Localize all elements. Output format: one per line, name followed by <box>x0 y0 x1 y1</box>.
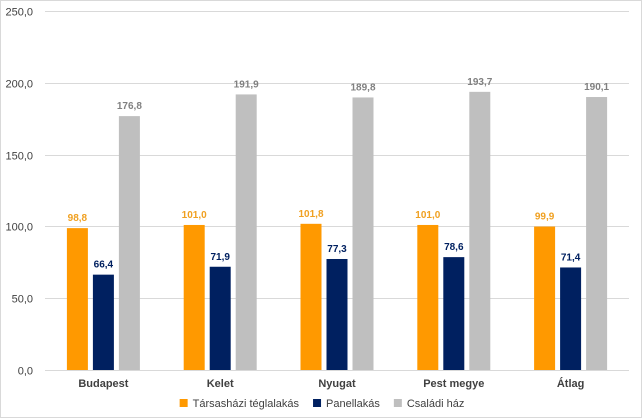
category-label: Nyugat <box>318 378 356 390</box>
data-label: 78,6 <box>444 242 464 253</box>
bars <box>66 91 608 370</box>
category-label: Kelet <box>207 378 234 390</box>
data-labels: 98,8 66,4 176,8 101,0 71,9 191,9 101,8 77,3 189,… <box>68 77 610 271</box>
x-axis-category-labels: Budapest Kelet Nyugat Pest megye Átlag <box>78 377 584 390</box>
bar <box>92 274 114 370</box>
y-tick-label: 200,0 <box>5 79 33 91</box>
data-label: 71,9 <box>210 252 230 263</box>
data-label: 101,0 <box>415 210 440 221</box>
bar <box>118 116 140 370</box>
data-label: 98,8 <box>68 213 88 224</box>
data-label: 66,4 <box>94 260 114 271</box>
y-tick-label: 50,0 <box>12 294 33 306</box>
y-tick-label: 100,0 <box>5 222 33 234</box>
bar <box>534 226 556 370</box>
data-label: 101,8 <box>298 209 323 220</box>
legend-item: Családi ház <box>393 398 464 410</box>
data-label: 99,9 <box>535 212 555 223</box>
data-label: 189,8 <box>350 82 375 93</box>
bar <box>352 97 374 370</box>
bar <box>300 223 322 370</box>
legend-item: Panellakás <box>313 398 380 410</box>
data-label: 193,7 <box>467 77 492 88</box>
legend-swatch <box>393 399 402 407</box>
legend-label: Társasházi téglalakás <box>193 398 300 410</box>
y-axis-tick-labels: 0,0 50,0 100,0 150,0 200,0 250,0 <box>5 7 33 378</box>
data-label: 191,9 <box>234 79 259 90</box>
bar <box>417 224 439 370</box>
legend-item: Társasházi téglalakás <box>179 398 300 410</box>
bar <box>443 257 465 370</box>
y-tick-label: 250,0 <box>5 7 33 19</box>
legend-swatch <box>179 399 188 407</box>
data-label: 71,4 <box>561 252 581 263</box>
category-label: Pest megye <box>423 378 484 390</box>
bar <box>326 258 348 370</box>
category-label: Átlag <box>557 377 585 390</box>
legend: Társasházi téglalakás Panellakás Családi h… <box>179 398 464 410</box>
y-tick-label: 150,0 <box>5 151 33 163</box>
legend-label: Panellakás <box>326 398 380 410</box>
data-label: 190,1 <box>584 82 609 93</box>
legend-label: Családi ház <box>407 398 464 410</box>
bar <box>209 266 231 370</box>
legend-swatch <box>313 399 322 407</box>
bar <box>66 228 88 370</box>
bar <box>586 97 608 370</box>
y-tick-label: 0,0 <box>18 366 33 378</box>
bar <box>183 224 205 370</box>
bar <box>235 94 257 370</box>
bar <box>560 267 582 370</box>
data-label: 77,3 <box>327 244 347 255</box>
bar <box>469 91 491 370</box>
data-label: 176,8 <box>117 101 142 112</box>
category-label: Budapest <box>78 378 128 390</box>
gridlines <box>45 11 629 371</box>
data-label: 101,0 <box>182 210 207 221</box>
